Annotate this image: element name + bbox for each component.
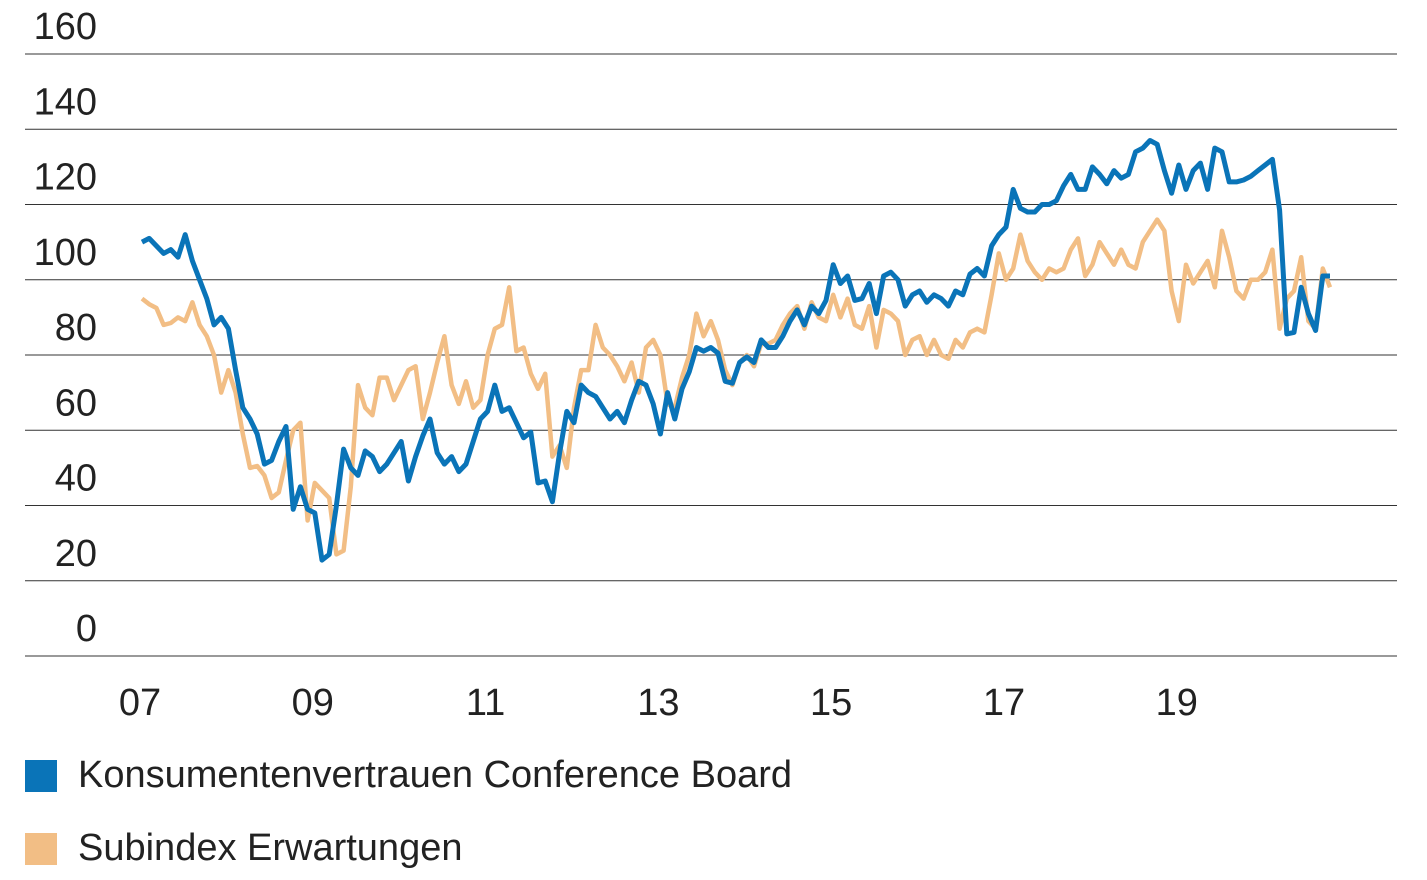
y-tick-label: 40	[55, 458, 97, 500]
y-tick-label: 60	[55, 382, 97, 424]
y-tick-label: 100	[34, 232, 97, 274]
x-tick-label: 09	[292, 682, 334, 724]
y-tick-label: 120	[34, 157, 97, 199]
x-tick-label: 07	[119, 682, 161, 724]
series-line	[140, 138, 1330, 563]
legend-swatch	[25, 833, 57, 865]
legend-label: Konsumentenvertrauen Conference Board	[78, 754, 792, 796]
y-tick-label: 20	[55, 533, 97, 575]
y-tick-label: 80	[55, 307, 97, 349]
y-tick-label: 160	[34, 6, 97, 48]
series-line	[140, 217, 1333, 557]
x-tick-label: 13	[637, 682, 679, 724]
x-tick-label: 11	[466, 682, 505, 724]
x-tick-label: 19	[1156, 682, 1198, 724]
legend-label: Subindex Erwartungen	[78, 827, 462, 869]
x-tick-label: 15	[810, 682, 852, 724]
y-tick-label: 140	[34, 81, 97, 123]
legend-swatch	[25, 760, 57, 792]
x-tick-label: 17	[983, 682, 1025, 724]
y-tick-label: 0	[76, 608, 97, 650]
